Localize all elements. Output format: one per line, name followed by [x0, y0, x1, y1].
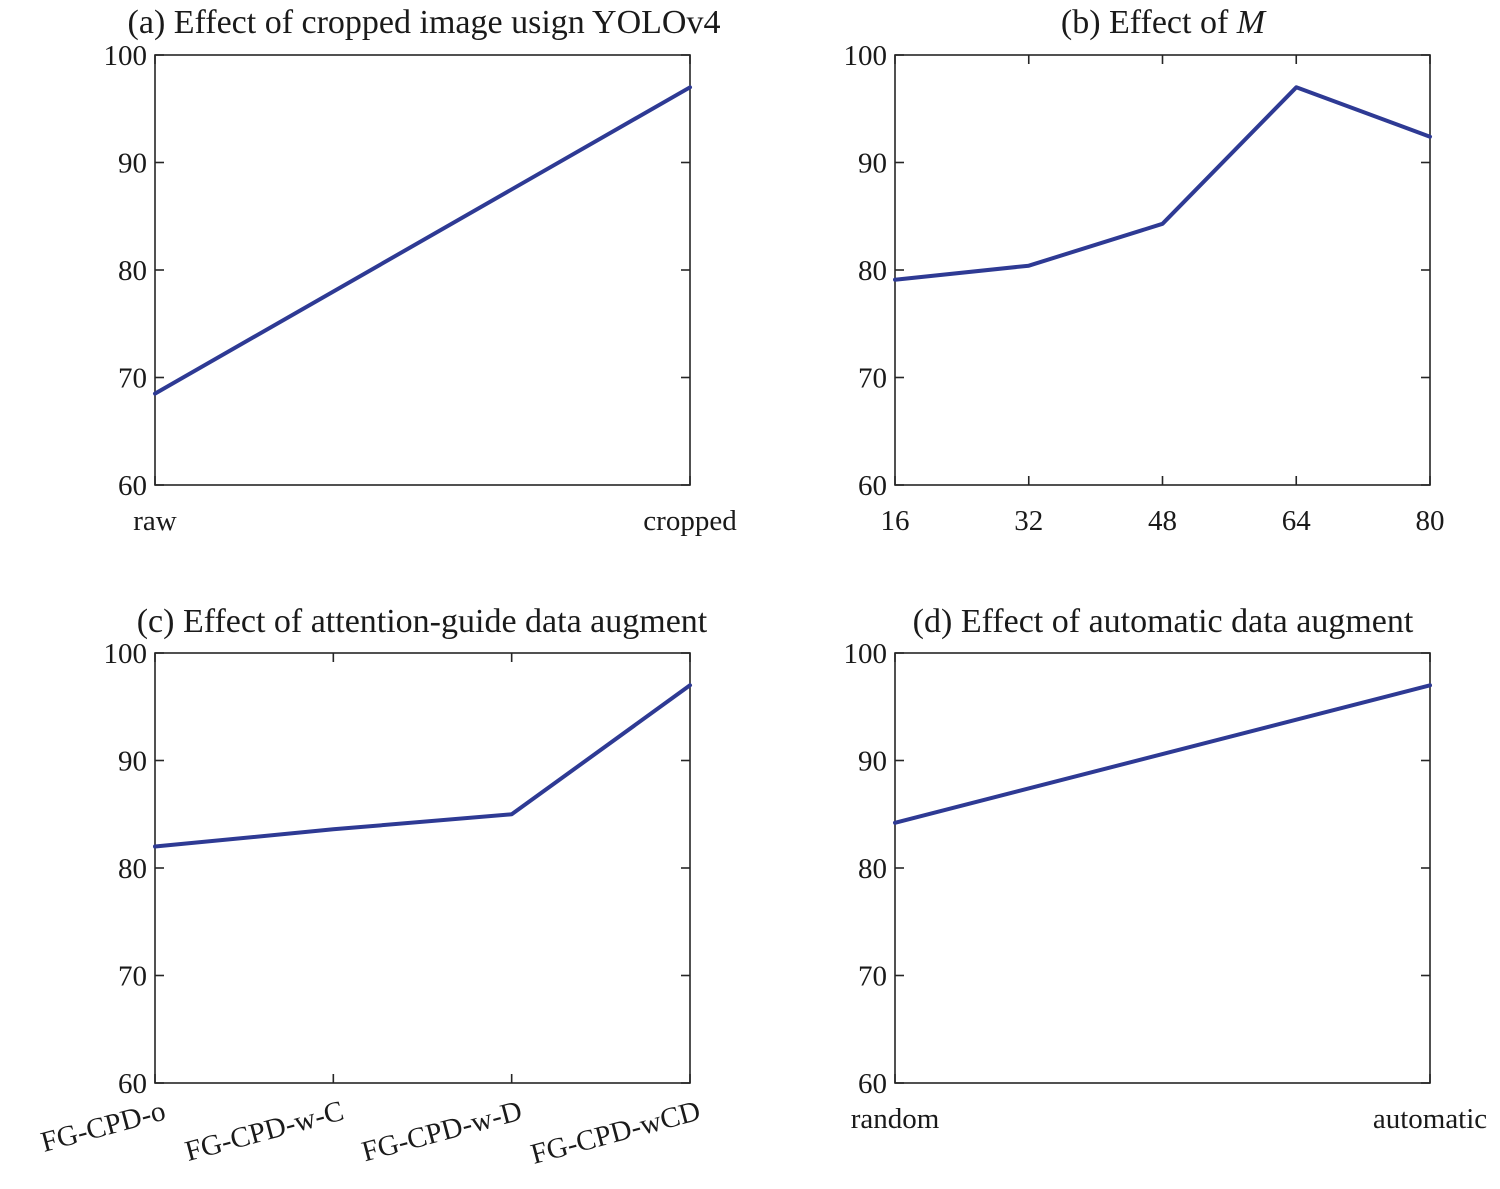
subplot-a: (a) Effect of cropped image usign YOLOv4… — [104, 4, 738, 537]
x-category-label: FG-CPD-o — [38, 1095, 169, 1159]
x-category-label: random — [851, 1103, 940, 1135]
subplot-b: (b) Effect of M 60 70 80 90 100 16 32 48 64 80 — [844, 4, 1445, 537]
subplot-title: (c) Effect of attention-guide data augme… — [137, 603, 708, 640]
y-tick-label: 80 — [858, 255, 887, 287]
subplot-c: (c) Effect of attention-guide data augme… — [38, 603, 708, 1171]
axes-frame — [894, 652, 1431, 1084]
series-line-accuracy — [893, 683, 1432, 825]
y-tick-label: 80 — [118, 255, 147, 287]
x-category-label: 48 — [1148, 505, 1177, 537]
title-symbol: M — [1236, 4, 1267, 41]
x-category-label: raw — [133, 505, 177, 537]
subplot-d: (d) Effect of automatic data augment 60 70… — [844, 603, 1488, 1135]
x-category-label: 64 — [1282, 505, 1312, 537]
y-tick-label: 100 — [104, 638, 148, 670]
y-tick-label: 100 — [844, 638, 888, 670]
y-tick-label: 60 — [118, 1068, 147, 1100]
series-line-accuracy — [153, 85, 692, 396]
subplot-title: (b) Effect of M — [1061, 4, 1267, 41]
series-line-accuracy — [153, 683, 692, 849]
y-tick-label: 70 — [858, 363, 887, 395]
y-tick-label: 70 — [118, 363, 147, 395]
y-tick-label: 90 — [858, 148, 887, 180]
y-tick-label: 100 — [104, 40, 148, 72]
y-tick-label: 90 — [118, 746, 147, 778]
y-tick-label: 90 — [118, 148, 147, 180]
x-category-label: 80 — [1416, 505, 1445, 537]
x-category-label: cropped — [643, 505, 737, 537]
y-tick-label: 80 — [118, 853, 147, 885]
y-tick-label: 90 — [858, 746, 887, 778]
x-category-label: FG-CPD-wCD — [527, 1095, 703, 1171]
y-tick-label: 60 — [118, 470, 147, 502]
y-tick-label: 60 — [858, 1068, 887, 1100]
y-tick-label: 70 — [858, 961, 887, 993]
x-category-label: 16 — [881, 505, 910, 537]
x-category-label: FG-CPD-w-C — [182, 1095, 347, 1168]
y-tick-label: 80 — [858, 853, 887, 885]
y-tick-label: 60 — [858, 470, 887, 502]
subplot-title: (d) Effect of automatic data augment — [913, 603, 1414, 640]
y-tick-label: 100 — [844, 40, 888, 72]
series-line-accuracy — [893, 85, 1432, 282]
axes-frame — [154, 54, 691, 486]
x-category-label: 32 — [1014, 505, 1043, 537]
y-tick-label: 70 — [118, 961, 147, 993]
x-category-label: automatic — [1373, 1103, 1487, 1135]
axes-frame — [154, 652, 691, 1084]
subplot-title: (a) Effect of cropped image usign YOLOv4 — [128, 4, 721, 41]
x-category-label: FG-CPD-w-D — [358, 1095, 525, 1168]
title-prefix: (b) Effect of — [1061, 4, 1237, 41]
